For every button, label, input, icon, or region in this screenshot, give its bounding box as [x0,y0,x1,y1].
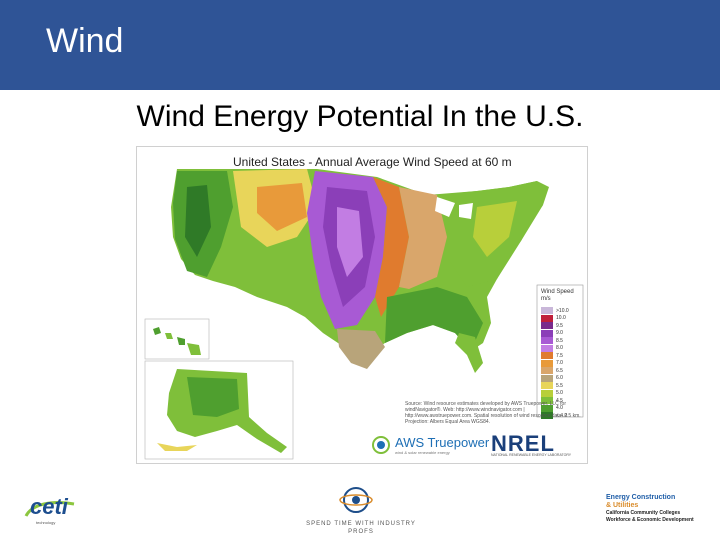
legend-swatch [541,367,553,375]
ceti-logo-text: ceti [30,494,68,519]
legend-label: 8.0 [556,345,563,352]
legend-label: 9.5 [556,322,563,329]
legend-label: < 4.0 [556,412,568,419]
legend-item: 4.5 [541,397,569,405]
legend-swatch [541,412,553,420]
aws-truepower-logo: AWS Truepower wind & solar renewable ene… [371,435,491,457]
us-map-graphic [144,169,584,460]
legend-swatch [541,344,553,352]
nrel-logo: NREL NATIONAL RENEWABLE ENERGY LABORATOR… [491,431,585,459]
aws-swirl-icon [372,436,390,454]
legend-item: 10.0 [541,314,569,323]
legend-item: < 4.0 [541,412,569,420]
legend-swatch [541,404,553,412]
legend-item: 5.5 [541,382,569,390]
legend-swatch [541,382,553,390]
legend-swatch [541,389,553,397]
industry-logo-text: SPEND TIME WITH INDUSTRY PROFS [306,521,416,535]
slide-section-title: Wind [46,22,124,60]
legend-label: 6.0 [556,375,563,382]
header-bar: Wind [0,0,720,90]
legend-list: >10.0 10.0 9.5 9.0 8.5 8.0 7.5 7.0 6.5 6.0 5.5 5.0 4… [541,307,569,420]
ceti-logo-tagline: technology [36,520,56,525]
ceti-logo: ceti technology [22,494,86,538]
map-source-note: Source: Wind resource estimates develope… [405,401,581,425]
ceti-swoosh-icon [24,501,75,517]
legend-item: 4.0 [541,404,569,413]
legend-item: 9.5 [541,322,569,330]
map-title: United States - Annual Average Wind Spee… [233,155,512,169]
legend-swatch [541,359,553,367]
legend-swatch [541,352,553,360]
nrel-logo-tagline: NATIONAL RENEWABLE ENERGY LABORATORY [491,453,572,457]
legend-title: Wind Speed m/s [541,289,574,302]
ecu-line-1: Energy Construction [606,494,676,501]
legend-item: 7.5 [541,352,569,360]
legend-swatch [541,337,553,345]
alaska-inset [144,360,294,460]
legend-item: 6.0 [541,374,569,383]
legend-label: 5.5 [556,382,563,389]
legend-swatch [541,397,553,405]
slide-heading: Wind Energy Potential In the U.S. [136,100,584,133]
legend-swatch [541,307,553,315]
legend-label: >10.0 [556,307,569,314]
hawaii-inset [144,318,210,360]
legend-label: 8.5 [556,337,563,344]
legend-swatch [541,374,553,382]
legend-label: 7.5 [556,352,563,359]
legend-item: 6.5 [541,367,569,375]
legend-label: 4.5 [556,397,563,404]
wind-map-image: United States - Annual Average Wind Spee… [136,146,588,464]
industry-logo: SPEND TIME WITH INDUSTRY PROFS [300,484,420,540]
aws-logo-tagline: wind & solar renewable energy [395,450,450,455]
legend-item: >10.0 [541,307,569,315]
legend-swatch [541,329,553,337]
energy-construction-logo: Energy Construction & Utilities Californ… [606,494,718,538]
legend-swatch [541,322,553,330]
contiguous-us-map [171,169,549,373]
legend-label: 9.0 [556,330,563,337]
legend-label: 4.0 [556,405,563,412]
ecu-line-3: California Community Colleges [606,510,681,516]
legend-item: 7.0 [541,359,569,368]
ecu-line-4: Workforce & Economic Development [606,517,694,523]
ecu-line-2: & Utilities [606,502,639,509]
legend-label: 6.5 [556,367,563,374]
legend-item: 9.0 [541,329,569,338]
legend-label: 10.0 [556,315,566,322]
legend-item: 8.0 [541,344,569,353]
nrel-logo-text: NREL [491,431,555,456]
legend-item: 5.0 [541,389,569,398]
aws-logo-text: AWS Truepower [395,435,490,450]
legend-swatch [541,314,553,322]
legend-item: 8.5 [541,337,569,345]
globe-icon [339,487,373,513]
legend-label: 7.0 [556,360,563,367]
legend-label: 5.0 [556,390,563,397]
